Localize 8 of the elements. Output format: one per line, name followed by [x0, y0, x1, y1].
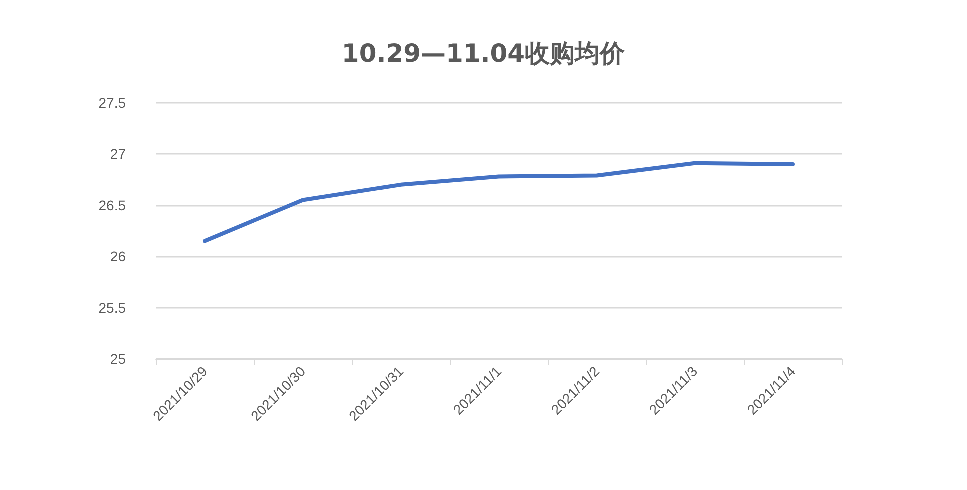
y-tick-label: 27 — [110, 146, 126, 162]
y-tick-label: 25 — [110, 351, 126, 367]
y-tick-label: 26 — [110, 248, 126, 265]
line-series — [203, 161, 795, 244]
y-tick-label: 26.5 — [98, 197, 126, 214]
y-tick-label: 27.5 — [98, 95, 126, 111]
y-tick-label: 25.5 — [98, 300, 126, 316]
chart-title: 10.29—11.04收购均价 — [342, 39, 626, 68]
